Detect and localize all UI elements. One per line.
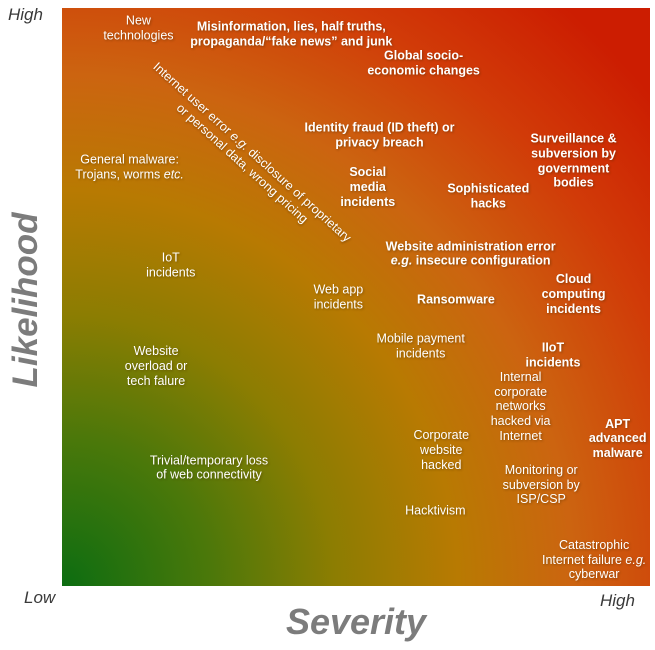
risk-point-label: Identity fraud (ID theft) or privacy bre… (304, 120, 455, 150)
risk-point-label: APT advanced malware (588, 416, 647, 460)
risk-point-label: Sophisticated hacks (447, 181, 530, 210)
risk-point-label: Monitoring or subversion by ISP/CSP (502, 462, 580, 507)
y-axis-high-label: High (8, 5, 43, 24)
risk-point-label: Internal corporate networks hacked via I… (490, 369, 551, 443)
risk-point-label: Social media incidents (340, 165, 396, 209)
risk-point-label: IIoT incidents (525, 340, 581, 369)
risk-point-label: Corporate website hacked (413, 428, 470, 472)
risk-point-label: Ransomware (417, 292, 495, 307)
y-axis-title: Likelihood (6, 212, 45, 388)
x-axis-title: Severity (285, 601, 427, 642)
risk-point-label: Misinformation, lies, half truths, propa… (190, 19, 393, 48)
x-axis-high-label: High (600, 591, 635, 610)
risk-point-label: Catastrophic Internet failure e.g. cyber… (542, 537, 647, 582)
origin-low-label: Low (24, 588, 56, 607)
risk-point-label: Hacktivism (405, 503, 466, 518)
risk-point-label: Website administration error e.g. insecu… (385, 238, 556, 268)
risk-point-label: Trivial/temporary loss of web connectivi… (149, 452, 269, 482)
risk-point-label: Surveillance & subversion by government … (530, 131, 617, 190)
risk-point-label: Cloud computing incidents (541, 271, 606, 316)
risk-point-label: General malware: Trojans, worms etc. (75, 152, 184, 181)
risk-point-label: Web app incidents (313, 282, 364, 311)
risk-point-label: IoT incidents (146, 250, 196, 280)
risk-point-label: Mobile payment incidents (376, 331, 465, 361)
plot-area: New technologies Misinformation, lies, ha… (62, 8, 650, 586)
risk-point-label: New technologies (103, 13, 174, 43)
risk-point-label: Website overload or tech falure (124, 344, 188, 388)
risk-point-label: Global socio-economic changes (367, 48, 480, 77)
